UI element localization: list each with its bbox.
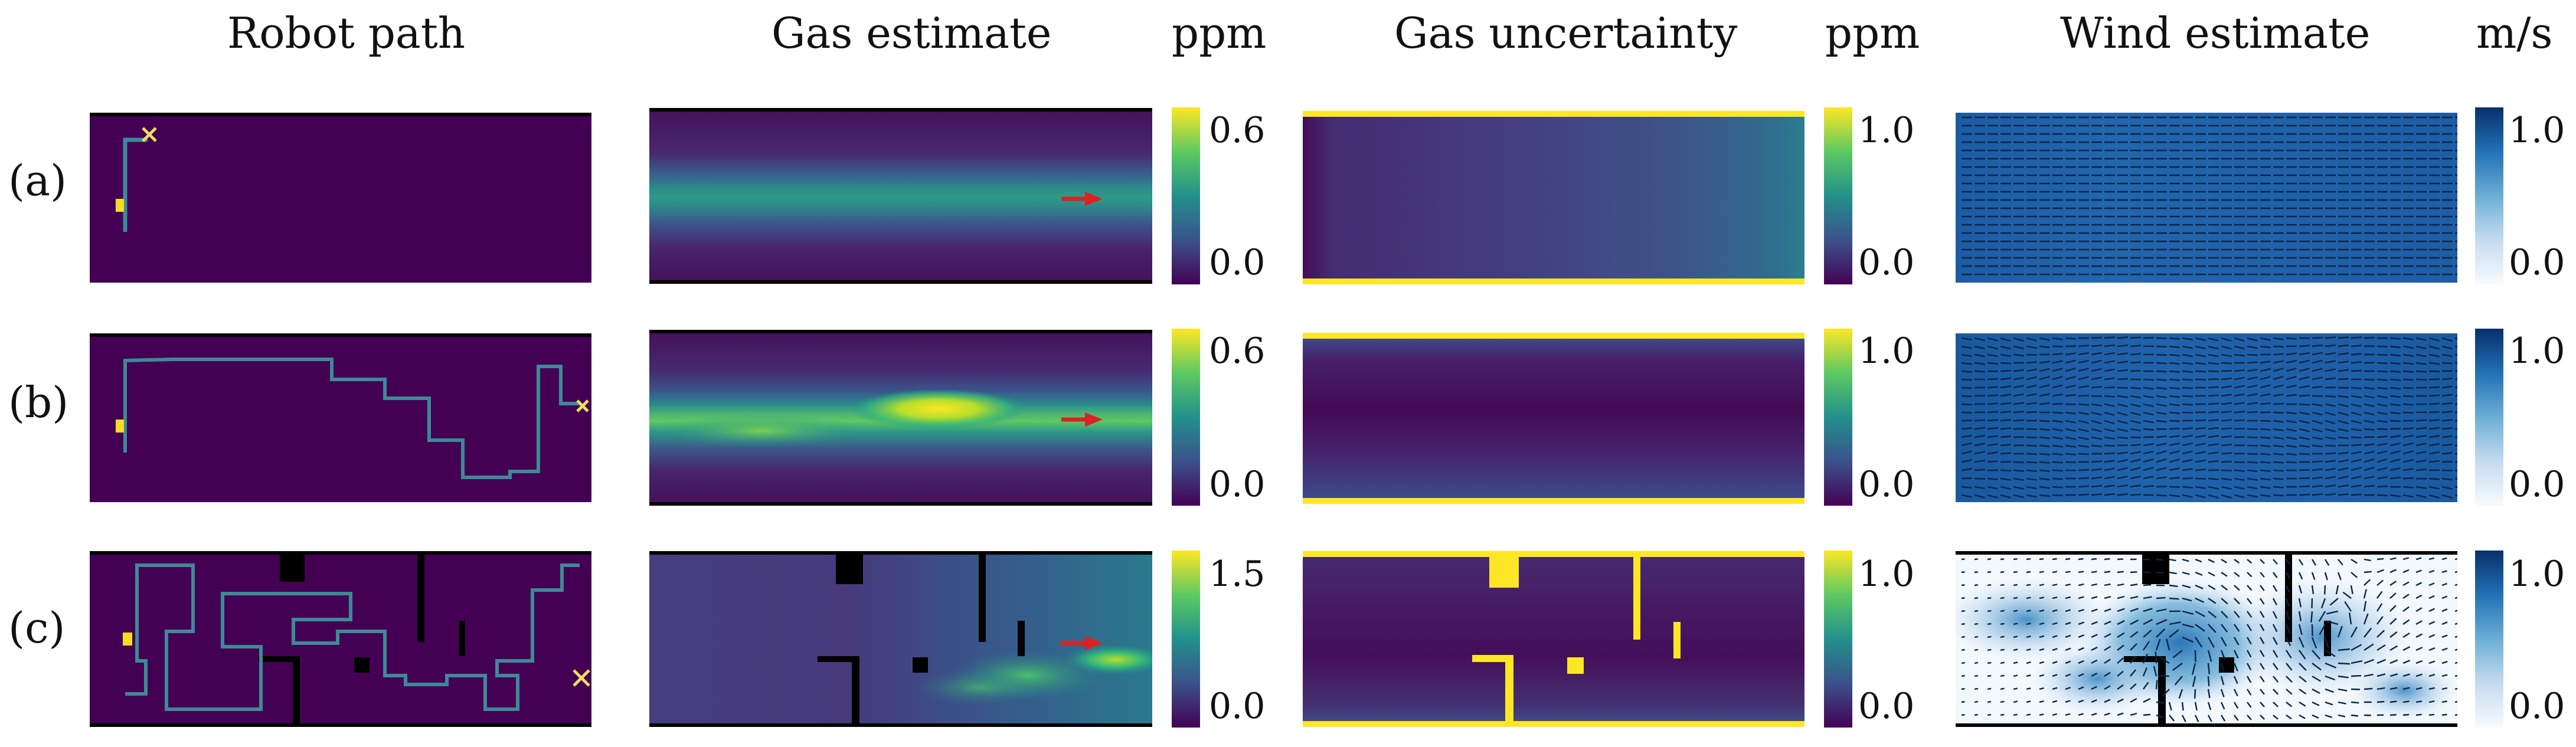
colorbar-wind-estimate-a <box>2475 107 2503 284</box>
tick-max: 1.0 <box>2509 553 2565 595</box>
gas-estimate-map-a <box>649 108 1152 284</box>
colorbar-gas-estimate-c <box>1172 551 1200 728</box>
gas-uncertainty-map-a <box>1303 111 1804 284</box>
source-direction-arrow <box>1061 192 1103 206</box>
column-title-gas-estimate: Gas estimate <box>772 8 1052 58</box>
robot-path-map-b <box>90 333 591 502</box>
colorbar-gas-uncertainty-b <box>1824 329 1852 506</box>
tick-max: 1.0 <box>1858 330 1915 372</box>
column-title-robot-path: Robot path <box>227 8 466 58</box>
wind-arrow-field <box>1961 557 2457 723</box>
tick-min: 0.0 <box>2509 242 2565 283</box>
gas-uncertainty-map-c <box>1303 551 1804 727</box>
tick-min: 0.0 <box>1858 686 1915 727</box>
colorbar-gas-uncertainty-c <box>1824 551 1852 728</box>
obstacle <box>2124 555 2331 723</box>
tick-max: 1.0 <box>2509 110 2565 151</box>
colorbar-gas-estimate-a <box>1172 107 1200 284</box>
row-label-c: (c) <box>8 603 66 653</box>
tick-max: 1.0 <box>2509 330 2565 372</box>
obstacle-uncertainty <box>1472 557 1681 721</box>
colorbar-wind-estimate-b <box>2475 329 2503 506</box>
tick-max: 1.5 <box>1209 553 1266 595</box>
row-label-b: (b) <box>8 378 69 427</box>
tick-min: 0.0 <box>2509 686 2565 727</box>
colorbar-gas-uncertainty-a <box>1824 107 1852 284</box>
tick-min: 0.0 <box>1209 464 1266 505</box>
tick-max: 1.0 <box>1858 553 1915 595</box>
gas-uncertainty-map-b <box>1303 333 1804 504</box>
tick-max: 0.6 <box>1209 330 1266 372</box>
path-end-marker <box>576 399 589 412</box>
unit-gas-uncertainty: ppm <box>1825 8 1920 58</box>
unit-gas-estimate: ppm <box>1172 8 1267 58</box>
path-end-marker <box>142 127 157 142</box>
tick-min: 0.0 <box>1209 242 1266 283</box>
tick-min: 0.0 <box>1209 686 1266 727</box>
tick-min: 0.0 <box>1858 464 1915 505</box>
colorbar-gas-estimate-b <box>1172 329 1200 506</box>
tick-max: 1.0 <box>1858 110 1915 151</box>
tick-max: 0.6 <box>1209 110 1266 151</box>
obstacle <box>818 555 1025 723</box>
source-direction-arrow <box>1061 412 1103 427</box>
tick-min: 0.0 <box>1858 242 1915 283</box>
path-end-marker <box>573 669 590 687</box>
robot-path-map-a <box>90 113 591 283</box>
gas-estimate-map-c <box>649 551 1152 727</box>
column-title-gas-uncertainty: Gas uncertainty <box>1394 8 1738 58</box>
wind-arrow-field <box>1961 336 2457 499</box>
tick-min: 0.0 <box>2509 464 2565 505</box>
obstacle <box>259 555 465 723</box>
colorbar-wind-estimate-c <box>2475 551 2503 728</box>
path-start-marker <box>116 420 124 433</box>
source-direction-arrow <box>1060 636 1103 650</box>
unit-wind-estimate: m/s <box>2476 8 2553 58</box>
wind-estimate-map-a <box>1956 113 2457 283</box>
path-start-marker <box>123 633 132 646</box>
path-start-marker <box>116 199 124 212</box>
wind-arrow-field <box>1962 116 2457 276</box>
robot-path-map-c <box>90 551 591 727</box>
wind-estimate-map-b <box>1956 333 2457 502</box>
wind-estimate-map-c <box>1956 551 2457 727</box>
gas-estimate-map-b <box>649 330 1152 506</box>
row-label-a: (a) <box>8 156 67 205</box>
column-title-wind-estimate: Wind estimate <box>2060 8 2371 58</box>
